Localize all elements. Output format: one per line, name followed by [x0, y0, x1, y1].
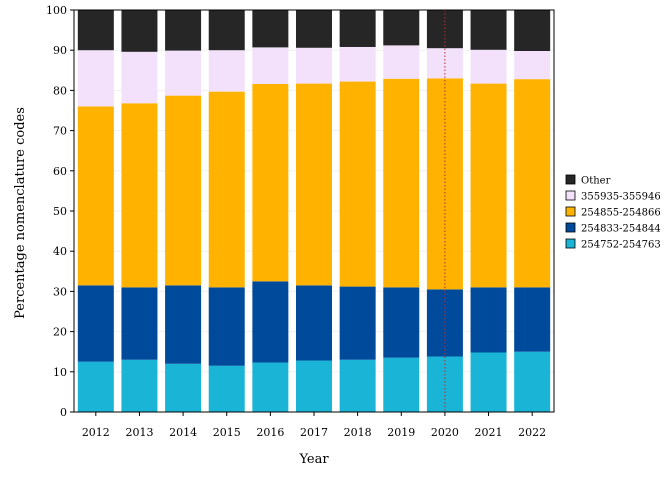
bar-segment-355935-355946-2017 [296, 47, 332, 84]
y-axis-title: Percentage nomenclature codes [13, 107, 28, 319]
legend-label-254855-254866: 254855-254866 [581, 208, 661, 219]
bar-segment-355935-355946-2015 [208, 50, 245, 92]
bar-segment-254752-254763-2015 [208, 365, 245, 412]
bar-segment-254833-254844-2012 [77, 285, 114, 362]
bar-segment-254855-254866-2014 [165, 95, 202, 286]
bar-segment-other-2012 [77, 10, 114, 51]
bar-segment-254752-254763-2019 [383, 357, 420, 412]
bar-segment-254833-254844-2016 [252, 281, 289, 363]
bar-segment-254752-254763-2018 [339, 359, 376, 412]
bar-segment-254752-254763-2014 [165, 363, 202, 412]
y-tick-label: 10 [53, 366, 67, 379]
x-tick-label: 2021 [475, 426, 503, 439]
legend: Other 355935-355946 254855-254866 254833-25… [565, 174, 661, 251]
bar-segment-355935-355946-2016 [252, 47, 289, 84]
bar-segment-254855-254866-2017 [296, 83, 332, 286]
bar-segment-254855-254866-2020 [426, 78, 463, 290]
bar-segment-254855-254866-2018 [339, 81, 376, 287]
y-tick-label: 0 [60, 406, 67, 419]
x-tick-label: 2014 [169, 426, 197, 439]
bar-segment-254833-254844-2021 [470, 287, 507, 353]
bar-segment-254833-254844-2013 [121, 287, 158, 360]
bar-segment-254833-254844-2017 [296, 285, 332, 361]
bar-segment-254752-254763-2013 [121, 359, 158, 412]
x-tick-label: 2015 [213, 426, 241, 439]
x-tick-label: 2020 [431, 426, 459, 439]
bar-segment-254752-254763-2021 [470, 352, 507, 412]
bar-segment-254752-254763-2016 [252, 362, 289, 412]
bar-segment-254855-254866-2016 [252, 83, 289, 282]
legend-swatch-other [565, 174, 576, 185]
bar-segment-254833-254844-2014 [165, 285, 202, 364]
bar-segment-355935-355946-2021 [470, 49, 507, 84]
y-tick-label: 60 [53, 165, 67, 178]
bar-segment-other-2022 [514, 10, 551, 51]
bar-segment-other-2014 [165, 10, 202, 51]
x-tick-label: 2019 [387, 426, 415, 439]
bar-segment-254855-254866-2015 [208, 91, 245, 288]
y-tick-label: 100 [46, 4, 67, 17]
y-tick-label: 70 [53, 125, 67, 138]
bar-segment-254752-254763-2022 [514, 351, 551, 412]
legend-swatch-355935-355946 [565, 190, 576, 201]
x-tick-label: 2013 [125, 426, 153, 439]
y-tick-label: 20 [53, 326, 67, 339]
bar-segment-other-2019 [383, 10, 420, 46]
bar-segment-other-2013 [121, 10, 158, 52]
bar-segment-355935-355946-2014 [165, 50, 202, 96]
bar-segment-355935-355946-2018 [339, 46, 376, 82]
x-tick-label: 2018 [344, 426, 372, 439]
x-tick-label: 2017 [300, 426, 328, 439]
x-tick-label: 2022 [518, 426, 546, 439]
y-axis: 0 10 20 30 40 50 60 70 80 90 100 [46, 4, 74, 419]
y-tick-label: 50 [53, 205, 67, 218]
bar-segment-other-2015 [208, 10, 245, 51]
bar-segment-254833-254844-2015 [208, 287, 245, 366]
bar-segment-355935-355946-2012 [77, 50, 114, 107]
legend-label-254752-254763: 254752-254763 [581, 240, 661, 251]
bar-segment-254855-254866-2021 [470, 83, 507, 288]
bar-segment-other-2021 [470, 10, 507, 50]
bar-segment-254752-254763-2017 [296, 360, 332, 412]
y-tick-label: 80 [53, 84, 67, 97]
bar-segment-254855-254866-2022 [514, 79, 551, 288]
legend-label-254833-254844: 254833-254844 [581, 224, 661, 235]
bar-segment-254855-254866-2012 [77, 106, 114, 286]
x-tick-label: 2016 [256, 426, 284, 439]
bar-segment-other-2018 [339, 10, 376, 47]
bar-segment-355935-355946-2013 [121, 51, 158, 104]
bar-segment-254855-254866-2013 [121, 103, 158, 288]
bar-segment-254833-254844-2019 [383, 287, 420, 358]
y-tick-label: 30 [53, 285, 67, 298]
legend-label-other: Other [581, 176, 611, 187]
bar-segment-254752-254763-2012 [77, 361, 114, 412]
legend-label-355935-355946: 355935-355946 [581, 192, 661, 203]
y-tick-label: 40 [53, 245, 67, 258]
bar-segment-355935-355946-2019 [383, 45, 420, 79]
bar-segment-other-2016 [252, 10, 289, 48]
legend-swatch-254855-254866 [565, 206, 576, 217]
bar-segment-254833-254844-2018 [339, 286, 376, 360]
x-tick-label: 2012 [82, 426, 110, 439]
y-tick-label: 90 [53, 44, 67, 57]
bar-segment-other-2017 [296, 10, 332, 48]
legend-swatch-254752-254763 [565, 238, 576, 249]
legend-swatch-254833-254844 [565, 222, 576, 233]
bar-segment-355935-355946-2022 [514, 51, 551, 80]
plot-area [73, 9, 555, 413]
x-axis: 2012 2013 2014 2015 2016 2017 2018 2019 2020 2021… [82, 412, 546, 439]
bar-segment-254855-254866-2019 [383, 78, 420, 288]
bar-segment-254833-254844-2022 [514, 287, 551, 352]
x-axis-title: Year [298, 452, 329, 467]
